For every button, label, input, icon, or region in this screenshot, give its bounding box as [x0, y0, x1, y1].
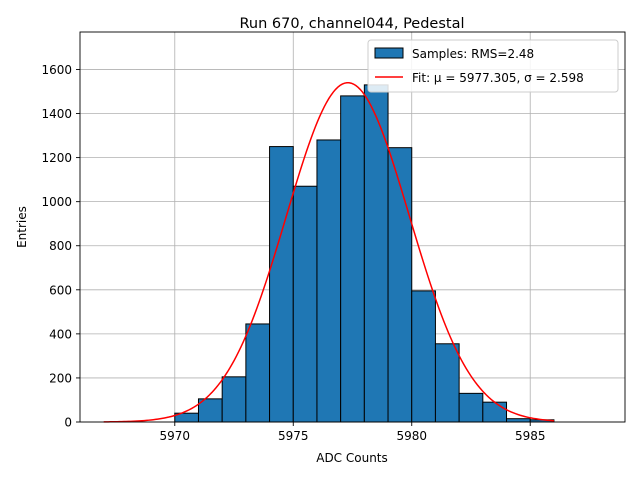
y-tick-label: 600 — [49, 283, 72, 297]
x-tick-label: 5975 — [278, 429, 309, 443]
y-tick-label: 200 — [49, 371, 72, 385]
legend-label-samples: Samples: RMS=2.48 — [412, 47, 534, 61]
histogram-bar — [221, 376, 247, 423]
histogram-bar — [458, 392, 484, 423]
histogram-bar — [411, 290, 436, 423]
chart-title: Run 670, channel044, Pedestal — [239, 16, 464, 32]
plot-frame — [79, 31, 626, 423]
y-tick-label: 1200 — [41, 151, 72, 165]
x-tick-label: 5985 — [515, 429, 546, 443]
legend: Samples: RMS=2.48 Fit: μ = 5977.305, σ =… — [367, 39, 619, 93]
legend-label-fit: Fit: μ = 5977.305, σ = 2.598 — [412, 71, 584, 85]
legend-box — [367, 39, 619, 93]
x-tick-label: 5970 — [160, 429, 191, 443]
y-tick-label: 1600 — [41, 63, 72, 77]
x-tick-label: 5980 — [396, 429, 427, 443]
x-axis-label: ADC Counts — [316, 451, 388, 465]
histogram-bar — [482, 401, 508, 423]
x-axis-ticks: 5970 5975 5980 5985 — [160, 422, 546, 443]
fit-curve — [103, 81, 554, 423]
y-tick-label: 1400 — [41, 107, 72, 121]
y-tick-label: 400 — [49, 327, 72, 341]
histogram-bar — [434, 343, 460, 423]
y-axis-ticks: 0 200 400 600 800 1000 1200 1400 1600 — [41, 63, 80, 430]
legend-swatch-samples — [374, 47, 404, 59]
y-tick-label: 800 — [49, 239, 72, 253]
y-tick-label: 1000 — [41, 195, 72, 209]
histogram-bar — [245, 323, 271, 423]
y-axis-label: Entries — [15, 206, 29, 248]
histogram-bar — [340, 95, 365, 423]
y-tick-label: 0 — [64, 416, 72, 430]
histogram-bar — [316, 139, 342, 423]
histogram-bars — [174, 84, 555, 423]
histogram-bar — [269, 146, 294, 423]
histogram-bar — [387, 147, 413, 423]
histogram-bar — [292, 185, 318, 423]
histogram-bar — [506, 418, 531, 423]
histogram-bar — [363, 84, 389, 423]
